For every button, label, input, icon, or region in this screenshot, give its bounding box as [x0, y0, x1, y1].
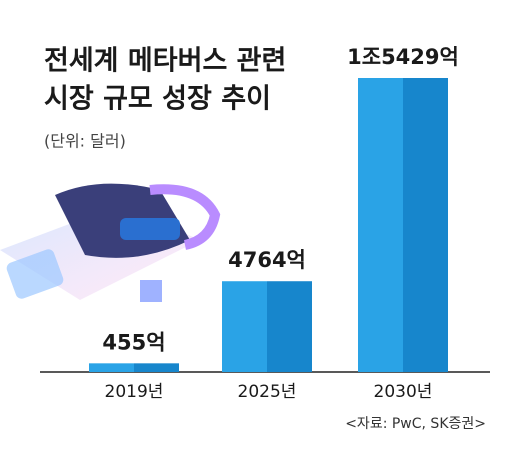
subtitle: (단위: 달러) [44, 132, 126, 151]
bar [222, 281, 267, 372]
value-label: 455억 [102, 330, 165, 354]
x-tick-label: 2025년 [238, 382, 297, 402]
bar [358, 78, 403, 372]
chart-title: 전세계 메타버스 관련 [44, 46, 286, 77]
bar-shade [267, 281, 312, 372]
x-tick-label: 2030년 [374, 382, 433, 402]
value-label: 4764억 [228, 248, 306, 272]
chart-title: 시장 규모 성장 추이 [44, 84, 271, 115]
value-label: 1조5429억 [347, 45, 459, 69]
bar-shade [403, 78, 448, 372]
source: <자료: PwC, SK증권> [345, 416, 486, 432]
bar-shade [134, 363, 179, 372]
vr-illustration [0, 183, 221, 302]
x-tick-label: 2019년 [105, 382, 164, 402]
bar [89, 363, 134, 372]
